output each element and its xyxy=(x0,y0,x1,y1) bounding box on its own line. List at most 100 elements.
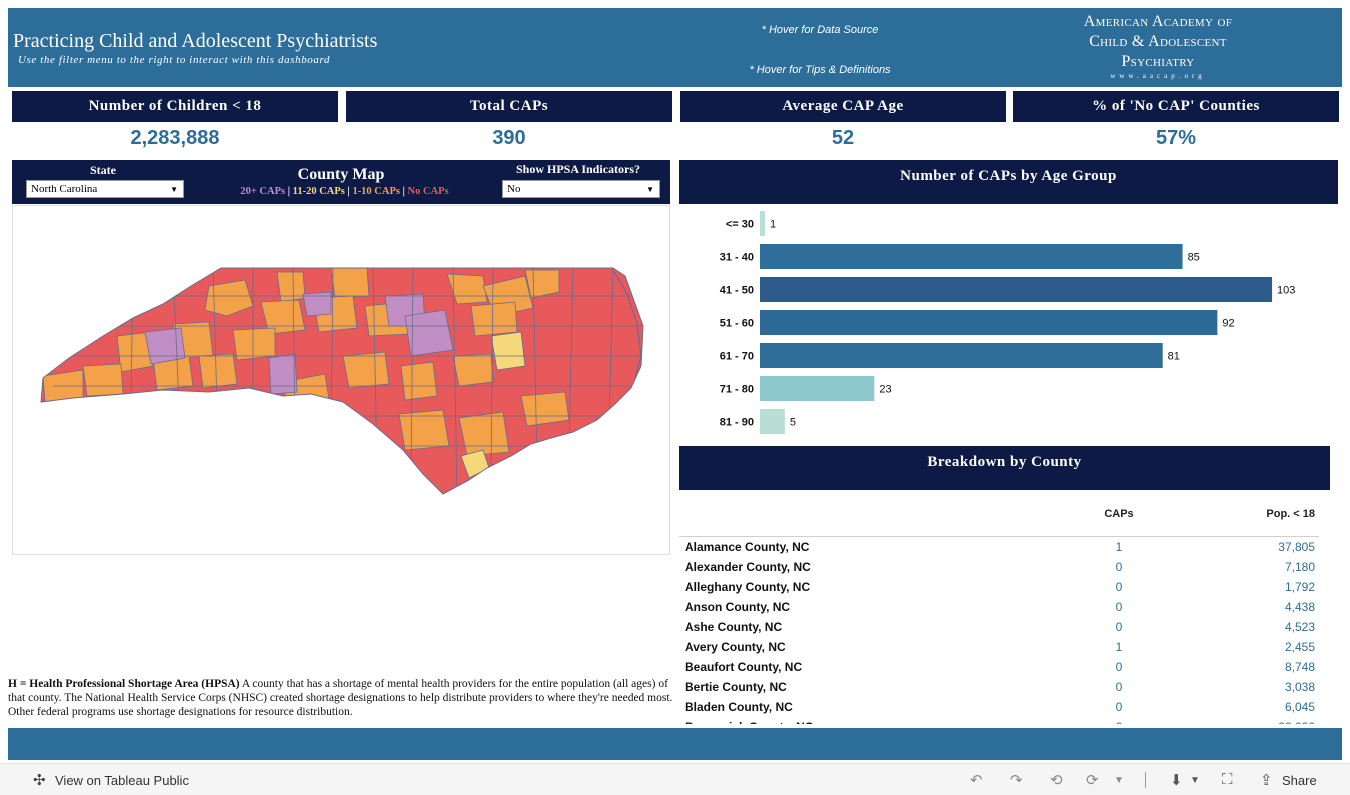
county-name: Bertie County, NC xyxy=(685,680,787,694)
table-row[interactable]: Alleghany County, NC 0 1,792 xyxy=(679,577,1330,597)
kpi-avg-age-value: 52 xyxy=(831,127,855,149)
table-row[interactable]: Bertie County, NC 0 3,038 xyxy=(679,677,1330,697)
hover-tips-definitions[interactable]: * Hover for Tips & Definitions xyxy=(749,64,891,76)
county-map[interactable] xyxy=(12,205,670,555)
age-bar-value: 23 xyxy=(879,384,891,396)
kpi-no-cap-value: 57% xyxy=(1155,127,1197,149)
table-row[interactable]: Brunswick County, NC 0 22,022 xyxy=(679,717,1330,724)
legend-1-10: 1-10 CAPs xyxy=(352,186,400,197)
nc-county-map[interactable] xyxy=(13,206,669,554)
age-bar-value: 1 xyxy=(770,219,776,231)
county-name: Alexander County, NC xyxy=(685,560,811,574)
tableau-icon: ✣ xyxy=(33,772,46,789)
undo-icon[interactable]: ↶ xyxy=(970,772,983,789)
share-button[interactable]: Share xyxy=(1282,773,1317,788)
table-row[interactable]: Anson County, NC 0 4,438 xyxy=(679,597,1330,617)
table-row[interactable]: Alexander County, NC 0 7,180 xyxy=(679,557,1330,577)
aacap-logo[interactable]: American Academy of Child & Adolescent P… xyxy=(1083,13,1233,80)
kpi-children-label: Number of Children < 18 xyxy=(12,91,338,122)
column-header-pop[interactable]: Pop. < 18 xyxy=(1266,508,1315,520)
age-group-chart: <= 30 1 31 - 40 85 41 - 50 103 51 - 60 92 61 - 7… xyxy=(679,205,1338,441)
age-tick-label: 31 - 40 xyxy=(720,252,754,264)
table-row[interactable]: Bladen County, NC 0 6,045 xyxy=(679,697,1330,717)
county-table-body[interactable]: Alamance County, NC 1 37,805 Alexander Coun… xyxy=(679,537,1330,724)
chevron-down-icon: ▼ xyxy=(170,185,178,194)
hpsa-term: H = Health Professional Shortage Area (H… xyxy=(8,678,240,690)
county-pop: 4,438 xyxy=(1284,600,1315,614)
table-row[interactable]: Beaufort County, NC 0 8,748 xyxy=(679,657,1330,677)
chevron-down-icon[interactable]: ▼ xyxy=(1114,775,1124,786)
county-name: Bladen County, NC xyxy=(685,700,793,714)
age-bar[interactable] xyxy=(760,343,1163,368)
age-tick-label: 71 - 80 xyxy=(720,384,754,396)
age-bar[interactable] xyxy=(760,376,875,401)
refresh-icon[interactable]: ⟳ xyxy=(1086,772,1099,789)
county-name: Avery County, NC xyxy=(685,640,786,654)
age-bar[interactable] xyxy=(760,409,785,434)
chevron-down-icon[interactable]: ▼ xyxy=(1190,775,1200,786)
age-tick-label: 51 - 60 xyxy=(720,318,754,330)
county-pop: 1,792 xyxy=(1284,580,1315,594)
fullscreen-icon[interactable]: ⛶ xyxy=(1222,771,1233,788)
age-bar[interactable] xyxy=(760,310,1218,335)
county-caps: 0 xyxy=(1115,600,1123,614)
download-icon[interactable]: ⬇ xyxy=(1170,772,1183,789)
table-row[interactable]: Alamance County, NC 1 37,805 xyxy=(679,537,1330,557)
chevron-down-icon: ▼ xyxy=(646,185,654,194)
county-caps: 1 xyxy=(1115,640,1123,654)
column-header-caps[interactable]: CAPs xyxy=(1104,508,1134,520)
redo-icon[interactable]: ↷ xyxy=(1010,772,1023,789)
age-tick-label: 81 - 90 xyxy=(720,417,754,429)
county-caps: 0 xyxy=(1115,680,1123,694)
legend-no-caps: No CAPs xyxy=(407,186,449,197)
county-pop: 3,038 xyxy=(1284,680,1315,694)
county-name: Anson County, NC xyxy=(685,600,791,614)
county-caps: 1 xyxy=(1115,540,1123,554)
county-pop: 8,748 xyxy=(1284,660,1315,674)
age-bar[interactable] xyxy=(760,244,1183,269)
toolbar-separator xyxy=(1145,772,1146,788)
state-dropdown[interactable]: North Carolina ▼ xyxy=(26,180,184,198)
dashboard-header: Practicing Child and Adolescent Psychiat… xyxy=(8,8,1342,87)
table-row[interactable]: Avery County, NC 1 2,455 xyxy=(679,637,1330,657)
age-tick-label: <= 30 xyxy=(726,219,754,231)
county-caps: 0 xyxy=(1115,620,1123,634)
kpi-avg-age-label: Average CAP Age xyxy=(680,91,1006,122)
hover-data-source[interactable]: * Hover for Data Source xyxy=(761,24,879,36)
county-caps: 0 xyxy=(1115,660,1123,674)
county-table-title: Breakdown by County xyxy=(679,446,1330,490)
share-icon[interactable]: ⇪ xyxy=(1260,772,1273,789)
dashboard-title: Practicing Child and Adolescent Psychiat… xyxy=(13,30,378,52)
county-caps: 0 xyxy=(1115,580,1123,594)
table-row[interactable]: Ashe County, NC 0 4,523 xyxy=(679,617,1330,637)
age-bar[interactable] xyxy=(760,211,765,236)
state-filter-label: State xyxy=(90,163,116,177)
county-name: Alleghany County, NC xyxy=(685,580,811,594)
county-pop: 6,045 xyxy=(1284,700,1315,714)
county-name: Beaufort County, NC xyxy=(685,660,803,674)
kpi-total-caps-label: Total CAPs xyxy=(346,91,672,122)
hpsa-dropdown-value: No xyxy=(507,183,521,195)
county-caps: 0 xyxy=(1115,560,1123,574)
hpsa-description: A county that has a shortage of mental h… xyxy=(8,678,673,718)
footer-band xyxy=(8,728,1342,760)
age-bar-value: 92 xyxy=(1222,318,1234,330)
tableau-toolbar: ✣ View on Tableau Public ↶ ↷ ⟲ ⟳ ▼ ⬇ ▼ ⛶… xyxy=(0,763,1350,795)
age-tick-label: 41 - 50 xyxy=(720,285,754,297)
kpi-no-cap-label: % of 'No CAP' Counties xyxy=(1013,91,1339,122)
legend-separator: | xyxy=(402,186,405,197)
county-pop: 22,022 xyxy=(1179,717,1315,724)
kpi-children-value: 2,283,888 xyxy=(130,127,220,149)
county-pop: 37,805 xyxy=(1278,540,1315,554)
state-dropdown-value: North Carolina xyxy=(31,183,98,195)
revert-icon[interactable]: ⟲ xyxy=(1050,772,1063,789)
view-on-tableau-link[interactable]: View on Tableau Public xyxy=(55,773,189,788)
age-group-bars: <= 30 1 31 - 40 85 41 - 50 103 51 - 60 92 61 - 7… xyxy=(720,211,1295,434)
age-bar[interactable] xyxy=(760,277,1273,302)
map-panel-header: State North Carolina ▼ County Map 20+ CA… xyxy=(12,160,670,204)
age-bar-value: 103 xyxy=(1277,285,1295,297)
county-name: Ashe County, NC xyxy=(685,620,783,634)
hpsa-dropdown[interactable]: No ▼ xyxy=(502,180,660,198)
age-tick-label: 61 - 70 xyxy=(720,351,754,363)
legend-separator: | xyxy=(347,186,350,197)
